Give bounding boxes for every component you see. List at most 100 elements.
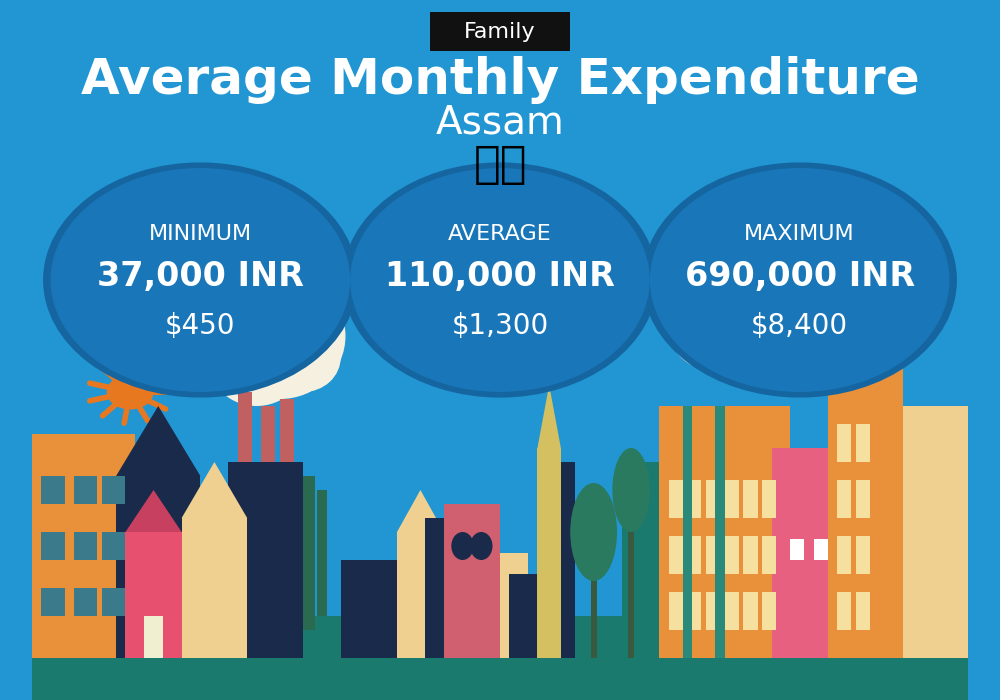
FancyBboxPatch shape [444, 504, 500, 658]
FancyBboxPatch shape [280, 399, 294, 462]
FancyBboxPatch shape [481, 553, 528, 658]
FancyBboxPatch shape [706, 536, 720, 574]
Text: Average Monthly Expenditure: Average Monthly Expenditure [81, 57, 919, 104]
Circle shape [43, 162, 358, 398]
FancyBboxPatch shape [430, 12, 570, 51]
Text: 🇮🇳: 🇮🇳 [473, 143, 527, 186]
FancyBboxPatch shape [762, 536, 776, 574]
Ellipse shape [751, 321, 792, 351]
FancyBboxPatch shape [622, 462, 659, 658]
FancyBboxPatch shape [856, 480, 870, 518]
FancyBboxPatch shape [743, 536, 758, 574]
FancyBboxPatch shape [706, 480, 720, 518]
Text: 37,000 INR: 37,000 INR [97, 260, 304, 293]
FancyBboxPatch shape [41, 476, 65, 504]
FancyBboxPatch shape [144, 616, 163, 658]
FancyBboxPatch shape [687, 480, 701, 518]
Circle shape [650, 168, 949, 392]
FancyBboxPatch shape [837, 592, 851, 630]
Circle shape [350, 168, 650, 392]
FancyBboxPatch shape [903, 406, 968, 658]
FancyBboxPatch shape [743, 480, 758, 518]
FancyBboxPatch shape [102, 532, 125, 560]
FancyBboxPatch shape [341, 560, 397, 658]
FancyBboxPatch shape [725, 536, 739, 574]
Text: 110,000 INR: 110,000 INR [385, 260, 615, 293]
FancyBboxPatch shape [41, 588, 65, 616]
FancyBboxPatch shape [628, 490, 634, 658]
Ellipse shape [612, 448, 650, 532]
Polygon shape [182, 462, 247, 518]
FancyBboxPatch shape [32, 616, 968, 700]
Polygon shape [125, 490, 182, 532]
Polygon shape [537, 385, 561, 448]
Circle shape [51, 168, 350, 392]
FancyBboxPatch shape [687, 536, 701, 574]
Text: $8,400: $8,400 [751, 312, 848, 340]
Circle shape [343, 162, 657, 398]
FancyBboxPatch shape [669, 480, 683, 518]
FancyBboxPatch shape [125, 532, 182, 658]
FancyBboxPatch shape [772, 448, 837, 658]
FancyBboxPatch shape [790, 539, 804, 560]
FancyBboxPatch shape [41, 532, 65, 560]
Text: AVERAGE: AVERAGE [448, 225, 552, 244]
Text: MINIMUM: MINIMUM [149, 225, 252, 244]
FancyBboxPatch shape [762, 480, 776, 518]
FancyBboxPatch shape [547, 462, 575, 658]
Text: $1,300: $1,300 [451, 312, 549, 340]
Ellipse shape [107, 374, 154, 409]
FancyBboxPatch shape [317, 490, 327, 616]
FancyBboxPatch shape [32, 434, 135, 658]
FancyBboxPatch shape [837, 536, 851, 574]
FancyBboxPatch shape [814, 539, 828, 560]
FancyBboxPatch shape [591, 539, 597, 658]
Ellipse shape [570, 483, 617, 581]
FancyBboxPatch shape [725, 592, 739, 630]
FancyBboxPatch shape [762, 592, 776, 630]
FancyBboxPatch shape [706, 592, 720, 630]
FancyBboxPatch shape [856, 536, 870, 574]
FancyBboxPatch shape [74, 588, 97, 616]
FancyBboxPatch shape [74, 532, 97, 560]
FancyBboxPatch shape [725, 480, 739, 518]
FancyBboxPatch shape [659, 406, 790, 658]
FancyBboxPatch shape [509, 574, 556, 658]
FancyBboxPatch shape [683, 406, 692, 658]
FancyBboxPatch shape [425, 518, 463, 658]
FancyBboxPatch shape [397, 532, 444, 658]
Ellipse shape [214, 273, 345, 399]
FancyBboxPatch shape [856, 592, 870, 630]
Ellipse shape [210, 322, 303, 406]
FancyBboxPatch shape [116, 476, 200, 658]
Text: 690,000 INR: 690,000 INR [685, 260, 915, 293]
Ellipse shape [669, 287, 762, 371]
Ellipse shape [470, 532, 493, 560]
Ellipse shape [678, 224, 809, 364]
Text: $450: $450 [165, 312, 236, 340]
Text: Family: Family [464, 22, 536, 41]
FancyBboxPatch shape [74, 476, 97, 504]
FancyBboxPatch shape [238, 392, 252, 462]
FancyBboxPatch shape [537, 448, 561, 658]
Text: MAXIMUM: MAXIMUM [744, 225, 855, 244]
Polygon shape [397, 490, 444, 532]
FancyBboxPatch shape [102, 588, 125, 616]
FancyBboxPatch shape [828, 364, 903, 658]
FancyBboxPatch shape [837, 480, 851, 518]
Ellipse shape [451, 532, 474, 560]
FancyBboxPatch shape [837, 424, 851, 462]
FancyBboxPatch shape [715, 406, 725, 658]
FancyBboxPatch shape [102, 476, 125, 504]
FancyBboxPatch shape [743, 592, 758, 630]
FancyBboxPatch shape [856, 424, 870, 462]
FancyBboxPatch shape [261, 406, 275, 462]
FancyBboxPatch shape [687, 592, 701, 630]
Circle shape [642, 162, 957, 398]
FancyBboxPatch shape [303, 476, 315, 630]
Ellipse shape [266, 322, 341, 392]
FancyBboxPatch shape [669, 536, 683, 574]
Text: Assam: Assam [436, 104, 564, 141]
Polygon shape [116, 406, 200, 476]
FancyBboxPatch shape [669, 592, 683, 630]
